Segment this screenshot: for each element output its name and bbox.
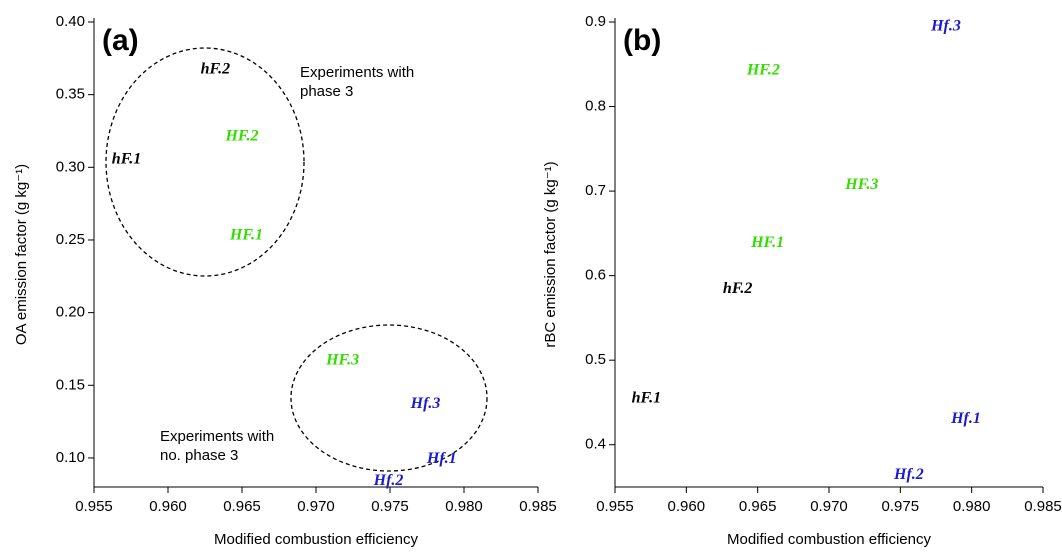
point-label: HF.3: [325, 351, 359, 368]
y-tick-label: 0.7: [585, 182, 606, 199]
x-tick-label: 0.980: [953, 498, 991, 515]
x-tick-label: 0.965: [739, 498, 777, 515]
point-label: HF.1: [229, 226, 263, 243]
x-tick-label: 0.960: [668, 498, 706, 515]
annotation: Experiments with: [300, 64, 414, 81]
point-label: Hf.1: [426, 450, 457, 467]
y-axis-label: OA emission factor (g kg⁻¹): [13, 164, 30, 345]
y-axis-label: rBC emission factor (g kg⁻¹): [542, 161, 559, 347]
x-tick-label: 0.985: [1024, 498, 1062, 515]
point-label: HF.1: [750, 234, 784, 251]
annotation: Experiments with: [160, 428, 274, 445]
point-label: HF.2: [746, 62, 780, 79]
y-tick-label: 0.40: [56, 13, 85, 30]
point-label: hF.2: [723, 280, 753, 297]
x-tick-label: 0.970: [810, 498, 848, 515]
point-label: Hf.3: [410, 395, 441, 412]
annotation: no. phase 3: [160, 447, 238, 464]
y-tick-label: 0.10: [56, 449, 85, 466]
x-axis-label: Modified combustion efficiency: [727, 531, 931, 548]
y-tick-label: 0.30: [56, 158, 85, 175]
x-tick-label: 0.960: [149, 498, 187, 515]
panel-label: (a): [102, 24, 139, 57]
point-label: hF.2: [201, 61, 231, 78]
point-label: Hf.3: [930, 18, 961, 35]
panel-label: (b): [623, 24, 661, 57]
group-ellipse: [105, 47, 305, 277]
x-tick-label: 0.965: [223, 498, 261, 515]
y-tick-label: 0.35: [56, 86, 85, 103]
y-tick-label: 0.15: [56, 376, 85, 393]
y-tick-label: 0.9: [585, 13, 606, 30]
y-tick-label: 0.6: [585, 267, 606, 284]
point-label: Hf.2: [373, 472, 404, 489]
point-label: Hf.2: [893, 466, 924, 483]
x-tick-label: 0.985: [519, 498, 557, 515]
point-label: hF.1: [632, 390, 662, 407]
y-tick-label: 0.5: [585, 351, 606, 368]
x-tick-label: 0.980: [445, 498, 483, 515]
point-label: HF.3: [844, 176, 878, 193]
x-tick-label: 0.970: [297, 498, 335, 515]
x-tick-label: 0.975: [371, 498, 409, 515]
y-tick-label: 0.4: [585, 436, 606, 453]
y-tick-label: 0.25: [56, 231, 85, 248]
y-tick-label: 0.20: [56, 304, 85, 321]
x-tick-label: 0.955: [75, 498, 113, 515]
x-axis-label: Modified combustion efficiency: [214, 531, 418, 548]
x-tick-label: 0.975: [882, 498, 920, 515]
x-tick-label: 0.955: [596, 498, 634, 515]
point-label: hF.1: [112, 151, 142, 168]
point-label: Hf.1: [950, 410, 981, 427]
group-ellipse: [290, 324, 488, 472]
point-label: HF.2: [224, 127, 258, 144]
y-tick-label: 0.8: [585, 98, 606, 115]
annotation: phase 3: [300, 83, 353, 100]
